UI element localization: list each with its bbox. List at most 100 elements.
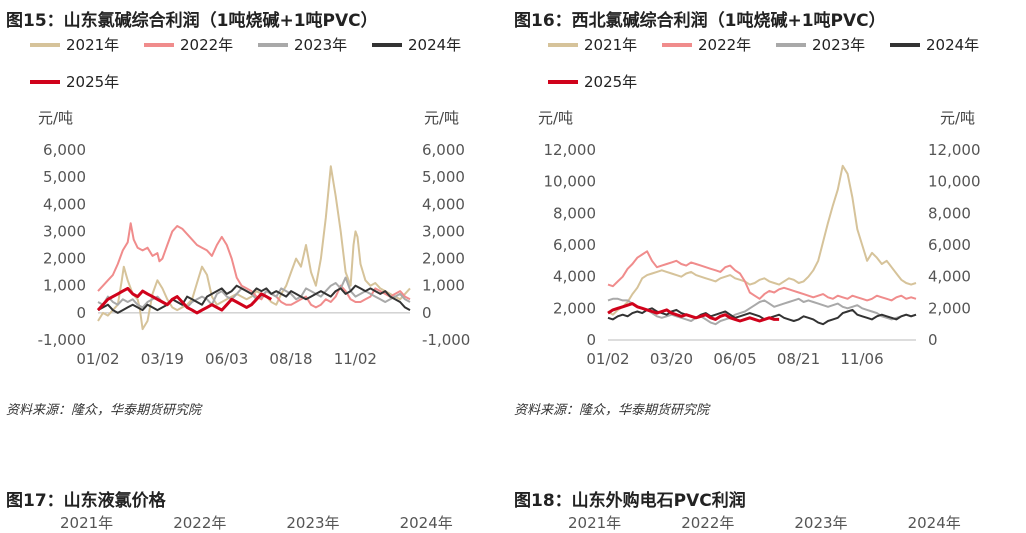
series-line-2024: [97, 284, 411, 314]
source-note: 资料来源：隆众，华泰期货研究院: [6, 403, 202, 418]
legend-swatch: [30, 42, 60, 47]
legend-label: 2022年: [173, 514, 227, 532]
y-tick-label-right: 3,000: [422, 222, 465, 240]
legend-label: 2022年: [698, 36, 752, 54]
partial-legend: 2021年 2022年 2023年 2024年: [60, 512, 513, 533]
y-tick-label-left: 12,000: [544, 141, 597, 159]
legend-label: 2023年: [286, 514, 340, 532]
chart-title: 图16：西北氯碱综合利润（1吨烧碱+1吨PVC）: [514, 11, 886, 31]
legend-label: 2025年: [584, 73, 638, 91]
y-tick-label-left: 1,000: [43, 277, 86, 295]
y-tick-label-right: 6,000: [928, 236, 971, 254]
legend-label: 2021年: [60, 514, 114, 532]
legend-label: 2021年: [568, 514, 622, 532]
chart-panel-15: 图15：山东氯碱综合利润（1吨烧碱+1吨PVC） 2021年 2022年 202…: [0, 0, 500, 532]
x-tick-label: 03/20: [650, 350, 693, 368]
y-tick-label-left: 10,000: [544, 173, 597, 191]
x-tick-label: 11/06: [840, 350, 883, 368]
legend-label: 2021年: [584, 36, 638, 54]
y-axis-unit-right: 元/吨: [424, 109, 460, 127]
legend-label: 2023年: [794, 514, 848, 532]
x-tick-label: 06/05: [713, 350, 756, 368]
y-tick-label-right: 6,000: [422, 141, 465, 159]
y-tick-label-right: 8,000: [928, 204, 971, 222]
legend-item-2023: 2023年: [258, 34, 347, 55]
y-tick-label-left: 5,000: [43, 168, 86, 186]
x-tick-label: 08/18: [269, 350, 312, 368]
legend-item-2021: 2021年: [548, 34, 637, 55]
legend-label: 2024年: [408, 36, 462, 54]
legend-label: 2022年: [681, 514, 735, 532]
y-tick-label-right: 12,000: [928, 141, 981, 159]
legend-item-2024: 2024年: [372, 34, 461, 55]
y-tick-label-left: 2,000: [553, 299, 596, 317]
legend-swatch: [776, 42, 806, 47]
x-tick-label: 01/02: [586, 350, 629, 368]
series-line-2022: [607, 250, 917, 302]
y-tick-label-right: -1,000: [422, 331, 470, 349]
legend-label: 2022年: [180, 36, 234, 54]
x-tick-label: 01/02: [76, 350, 119, 368]
legend-item-2022: 2022年: [662, 34, 751, 55]
x-tick-label: 06/03: [205, 350, 248, 368]
chart-title: 图15：山东氯碱综合利润（1吨烧碱+1吨PVC）: [6, 11, 378, 31]
legend-swatch: [890, 42, 920, 47]
legend-label: 2023年: [294, 36, 348, 54]
legend-swatch: [372, 42, 402, 47]
legend-label: 2024年: [907, 514, 961, 532]
y-tick-label-right: 4,000: [928, 268, 971, 286]
legend-swatch: [548, 42, 578, 47]
legend-label: 2023年: [812, 36, 866, 54]
series-line-2021: [607, 164, 917, 316]
y-tick-label-right: 5,000: [422, 168, 465, 186]
y-tick-label-right: 10,000: [928, 173, 981, 191]
next-figure-title: 图18：山东外购电石PVC利润: [514, 491, 746, 511]
y-tick-label-right: 0: [928, 331, 938, 349]
x-tick-label: 08/21: [777, 350, 820, 368]
legend-item-2025: 2025年: [30, 71, 119, 92]
y-axis-unit-right: 元/吨: [940, 109, 976, 127]
legend-swatch: [662, 42, 692, 47]
y-tick-label-left: 4,000: [553, 268, 596, 286]
legend-swatch: [548, 79, 578, 84]
series-line-2023: [97, 276, 411, 309]
line-chart: 0 0 2,000 2,000 4,000 4,000 6,000 6,000 8,000 8,0…: [544, 141, 981, 368]
chart-panel-16: 图16：西北氯碱综合利润（1吨烧碱+1吨PVC） 2021年 2022年 202…: [508, 0, 1008, 532]
y-tick-label-left: 6,000: [43, 141, 86, 159]
legend-item-2024: 2024年: [890, 34, 979, 55]
legend-label: 2024年: [926, 36, 980, 54]
series-line-2025: [607, 302, 780, 323]
legend-label: 2025年: [66, 73, 120, 91]
series-line-2022: [97, 222, 411, 309]
legend-swatch: [30, 79, 60, 84]
y-tick-label-right: 2,000: [422, 250, 465, 268]
x-tick-label: 11/02: [334, 350, 377, 368]
y-axis-unit-left: 元/吨: [38, 109, 74, 127]
y-tick-label-right: 4,000: [422, 195, 465, 213]
next-figure-title: 图17：山东液氯价格: [6, 491, 166, 511]
series-line-2023: [607, 297, 917, 326]
y-tick-label-left: -1,000: [38, 331, 86, 349]
y-tick-label-right: 0: [422, 304, 432, 322]
legend-swatch: [144, 42, 174, 47]
y-tick-label-left: 4,000: [43, 195, 86, 213]
y-tick-label-left: 0: [586, 331, 596, 349]
legend-item-2021: 2021年: [30, 34, 119, 55]
legend-item-2023: 2023年: [776, 34, 865, 55]
line-chart: -1,000 -1,000 0 0 1,000 1,000 2,000 2,000 3,000 3…: [38, 141, 471, 368]
legend-swatch: [258, 42, 288, 47]
y-tick-label-left: 6,000: [553, 236, 596, 254]
x-tick-label: 03/19: [141, 350, 184, 368]
y-tick-label-left: 0: [76, 304, 86, 322]
y-tick-label-left: 3,000: [43, 222, 86, 240]
y-tick-label-right: 2,000: [928, 299, 971, 317]
partial-legend: 2021年 2022年 2023年 2024年: [568, 512, 1021, 533]
legend-label: 2024年: [399, 514, 453, 532]
source-note: 资料来源：隆众，华泰期货研究院: [514, 403, 710, 418]
legend-item-2025: 2025年: [548, 71, 637, 92]
legend-label: 2021年: [66, 36, 120, 54]
series-line-2025: [96, 286, 273, 315]
y-tick-label-right: 1,000: [422, 277, 465, 295]
legend-item-2022: 2022年: [144, 34, 233, 55]
y-tick-label-left: 8,000: [553, 204, 596, 222]
